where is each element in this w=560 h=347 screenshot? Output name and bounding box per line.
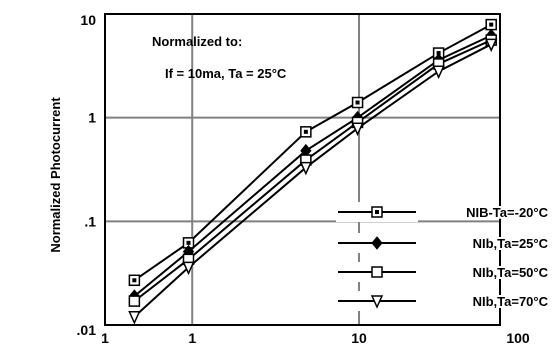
plot-frame <box>104 13 501 326</box>
x-tick-label: 10 <box>351 330 367 346</box>
marker-dot <box>132 278 137 283</box>
data-point <box>485 18 497 31</box>
data-point <box>299 161 313 176</box>
x-axis-ticks: 1 1 10 100 <box>101 330 530 346</box>
legend-item-1: NIB-Ta=-20°C <box>336 202 551 222</box>
x-tick-label: 100 <box>506 330 530 346</box>
y-tick-label: 1 <box>88 110 96 126</box>
series-line <box>133 39 492 302</box>
marker-dot <box>186 240 191 245</box>
data-point <box>351 96 364 109</box>
series-line <box>133 43 492 318</box>
legend-label: NIb,Ta=50°C <box>473 265 549 280</box>
data-point <box>300 126 312 138</box>
marker-dot <box>489 22 494 27</box>
legend-marker <box>371 236 383 250</box>
y-axis-label: Normalized Photocurrent <box>48 97 63 253</box>
data-point <box>128 311 141 325</box>
y-tick-label: .1 <box>84 213 96 229</box>
legend-marker <box>371 206 383 218</box>
legend-label: NIb,Ta=70°C <box>473 294 549 309</box>
y-axis-ticks: 10 1 .1 .01 <box>77 12 97 338</box>
legend-marker <box>370 295 384 309</box>
series-1 <box>128 18 497 287</box>
marker-dot <box>303 129 308 134</box>
series-line <box>133 34 492 297</box>
legend-item-3: NIb,Ta=50°C <box>336 262 551 282</box>
marker-dot <box>375 210 379 214</box>
normalization-note-line-1: Normalized to: <box>152 34 242 49</box>
legend-item-4: NIb,Ta=70°C <box>336 291 551 311</box>
series <box>128 18 498 325</box>
data-point <box>128 274 141 287</box>
x-tick-label: 1 <box>188 330 196 346</box>
legend-item-2: NIb,Ta=25°C <box>336 233 551 253</box>
data-point <box>351 122 364 137</box>
data-point <box>485 38 498 53</box>
legend-label: NIb,Ta=25°C <box>473 236 549 251</box>
normalization-note-line-2: If = 10ma, Ta = 25°C <box>165 66 287 81</box>
y-tick-label: .01 <box>77 322 97 338</box>
legend: NIB-Ta=-20°C NIb,Ta=25°C NIb,Ta=50°C NIb,Ta… <box>336 202 551 311</box>
legend-label: NIB-Ta=-20°C <box>466 205 549 220</box>
data-point <box>432 65 445 80</box>
legend-marker <box>371 266 383 278</box>
data-point <box>128 295 141 307</box>
x-tick-label: 1 <box>101 330 109 346</box>
marker-dot <box>355 100 360 105</box>
y-tick-label: 10 <box>80 12 96 28</box>
data-point <box>182 261 195 276</box>
marker-dot <box>436 51 441 56</box>
series-line <box>133 23 492 282</box>
series-4 <box>128 38 498 325</box>
